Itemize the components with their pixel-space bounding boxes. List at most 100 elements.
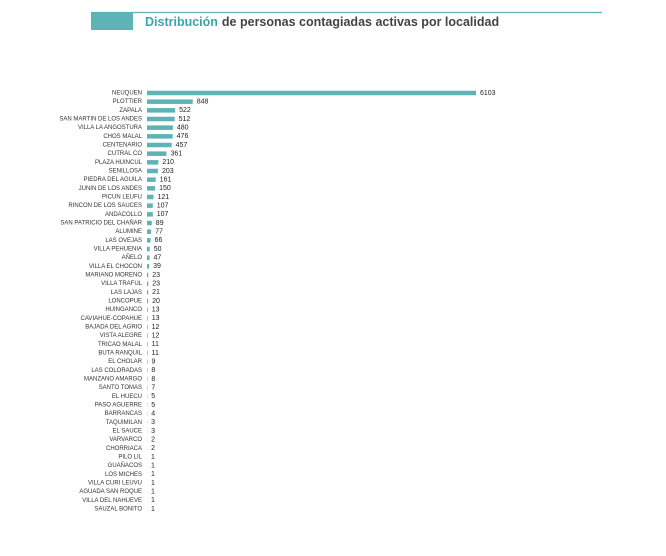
- value-label: 522: [179, 107, 191, 114]
- bar: [147, 143, 172, 148]
- value-label: 21: [152, 289, 160, 296]
- category-label: ANDACOLLO: [105, 212, 142, 218]
- bar: [147, 247, 150, 252]
- category-label: PIEDRA DEL AGUILA: [84, 177, 142, 183]
- value-label: 7: [151, 385, 155, 392]
- title-highlight: Distribución: [145, 15, 218, 29]
- category-label: LONCOPUE: [108, 299, 142, 305]
- bar: [147, 99, 193, 104]
- value-label: 161: [160, 177, 172, 184]
- value-label: 89: [156, 220, 164, 227]
- bar: [147, 238, 151, 243]
- bar: [147, 316, 148, 321]
- value-label: 1: [151, 454, 155, 461]
- bar: [147, 290, 148, 295]
- bar: [147, 307, 148, 312]
- bar: [147, 273, 148, 278]
- value-label: 12: [152, 324, 160, 331]
- category-label: EL SAUCE: [113, 429, 142, 435]
- value-label: 23: [152, 281, 160, 288]
- category-label: EL HUECU: [112, 394, 142, 400]
- value-label: 3: [151, 428, 155, 435]
- value-label: 8: [151, 367, 155, 374]
- value-label: 66: [155, 237, 163, 244]
- bar: [147, 91, 476, 96]
- bar: [147, 229, 151, 234]
- category-label: PICUN LEUFU: [102, 195, 142, 201]
- category-label: CENTENARIO: [103, 143, 143, 149]
- category-label: BUTA RANQUIL: [98, 351, 142, 357]
- value-label: 121: [158, 194, 170, 201]
- value-label: 39: [153, 263, 161, 270]
- category-label: CHOS MALAL: [103, 134, 142, 140]
- category-label: VILLA PEHUENIA: [94, 247, 142, 253]
- category-label: VILLA DEL NAHUEVE: [82, 498, 142, 504]
- category-label: BARRANCAS: [105, 411, 142, 417]
- value-label: 9: [151, 359, 155, 366]
- value-label: 1: [151, 497, 155, 504]
- value-label: 203: [162, 168, 174, 175]
- value-label: 13: [152, 307, 160, 314]
- category-label: MANZANO AMARGO: [84, 377, 142, 383]
- value-label: 2: [151, 445, 155, 452]
- category-label: ALUMINE: [115, 229, 142, 235]
- category-label: VILLA EL CHOCON: [89, 264, 142, 270]
- value-label: 1: [151, 480, 155, 487]
- category-label: LAS COLORADAS: [91, 368, 142, 374]
- category-label: MARIANO MORENO: [85, 273, 142, 279]
- value-label: 50: [154, 246, 162, 253]
- category-label: GUAÑACOS: [108, 462, 142, 469]
- value-label: 2: [151, 437, 155, 444]
- category-label: HUINGANCO: [105, 307, 142, 313]
- category-label: VARVARCO: [109, 437, 142, 443]
- value-label: 6103: [480, 90, 496, 97]
- value-label: 23: [152, 272, 160, 279]
- value-label: 107: [157, 203, 169, 210]
- category-label: JUNIN DE LOS ANDES: [79, 186, 142, 192]
- title-rest: de personas contagiadas activas por loca…: [222, 15, 499, 29]
- bar: [147, 221, 152, 226]
- category-label: CAVIAHUE-COPAHUE: [81, 316, 142, 322]
- category-label: LOS MICHES: [105, 472, 142, 478]
- value-label: 11: [152, 341, 159, 348]
- category-label: AGUADA SAN ROQUE: [79, 489, 142, 495]
- value-label: 476: [177, 133, 189, 140]
- category-label: CUTRAL CO: [108, 151, 143, 157]
- value-label: 210: [162, 159, 174, 166]
- bar: [147, 117, 175, 122]
- category-label: LAS LAJAS: [111, 290, 142, 296]
- bar: [147, 169, 158, 174]
- bar: [147, 125, 173, 129]
- bar: [147, 255, 150, 260]
- bar: [147, 333, 148, 338]
- value-label: 13: [152, 315, 160, 322]
- value-label: 1: [151, 506, 155, 513]
- category-label: EL CHOLAR: [108, 359, 142, 365]
- bar: [147, 212, 153, 217]
- value-label: 4: [151, 411, 155, 418]
- bar: [147, 108, 175, 113]
- bar: [147, 281, 148, 286]
- bar: [147, 151, 166, 156]
- value-label: 848: [197, 99, 209, 106]
- category-label: VILLA LA ANGOSTURA: [78, 125, 142, 131]
- category-label: PLOTTIER: [113, 99, 143, 105]
- value-label: 512: [179, 116, 191, 123]
- value-label: 12: [152, 333, 160, 340]
- bar: [147, 342, 148, 347]
- value-label: 480: [177, 125, 189, 132]
- bar: [147, 195, 154, 200]
- category-label: AÑELO: [122, 254, 143, 261]
- value-label: 1: [151, 489, 155, 496]
- category-label: TRICAO MALAL: [98, 342, 143, 348]
- category-label: VISTA ALEGRE: [100, 333, 142, 339]
- category-label: SAN MARTIN DE LOS ANDES: [59, 117, 142, 123]
- category-label: NEUQUEN: [112, 91, 142, 97]
- category-label: SANTO TOMAS: [99, 385, 142, 391]
- category-label: PASO AGUERRE: [95, 403, 142, 409]
- category-label: BAJADA DEL AGRIO: [85, 325, 142, 331]
- category-label: TAQUIMILAN: [106, 420, 142, 426]
- bar: [147, 325, 148, 330]
- value-label: 47: [154, 255, 162, 262]
- value-label: 150: [159, 185, 171, 192]
